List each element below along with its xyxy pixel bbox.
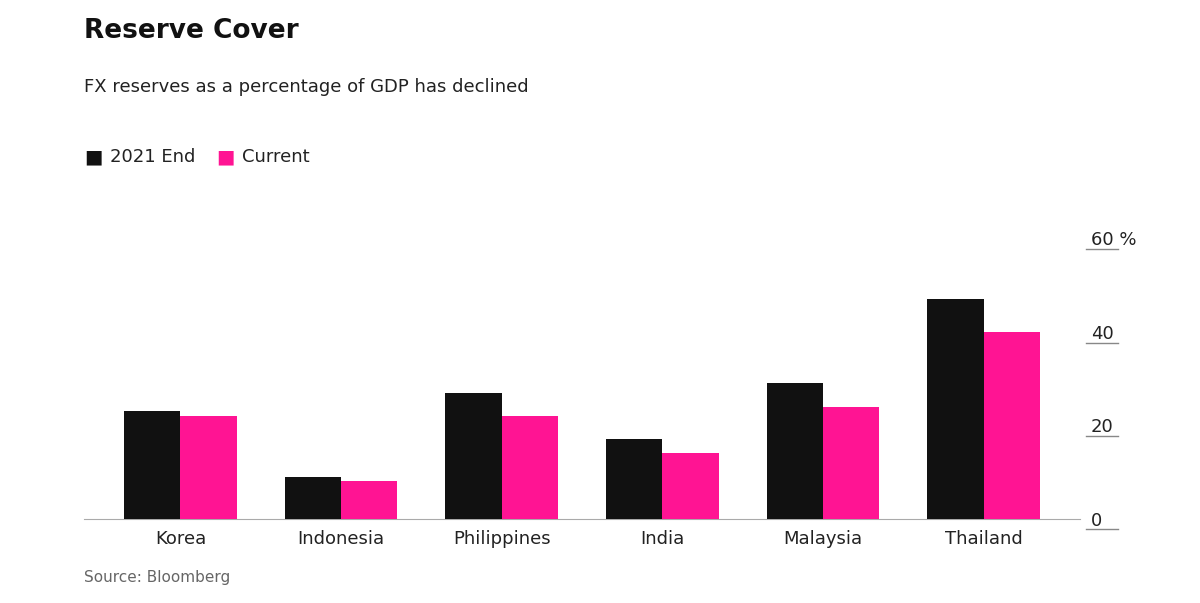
Bar — [124, 411, 180, 519]
Bar — [502, 416, 558, 519]
Bar — [606, 439, 662, 519]
Bar — [662, 453, 719, 519]
Bar — [341, 481, 397, 519]
Bar — [823, 406, 880, 519]
Text: Current: Current — [242, 148, 310, 166]
Text: FX reserves as a percentage of GDP has declined: FX reserves as a percentage of GDP has d… — [84, 78, 529, 96]
Text: ■: ■ — [84, 148, 102, 167]
Bar — [928, 299, 984, 519]
Bar — [767, 383, 823, 519]
Text: Reserve Cover: Reserve Cover — [84, 18, 299, 44]
Bar — [284, 476, 341, 519]
Text: 2021 End: 2021 End — [110, 148, 196, 166]
Bar — [180, 416, 236, 519]
Bar — [984, 332, 1040, 519]
Text: ■: ■ — [216, 148, 234, 167]
Text: Source: Bloomberg: Source: Bloomberg — [84, 570, 230, 585]
Bar — [445, 393, 502, 519]
